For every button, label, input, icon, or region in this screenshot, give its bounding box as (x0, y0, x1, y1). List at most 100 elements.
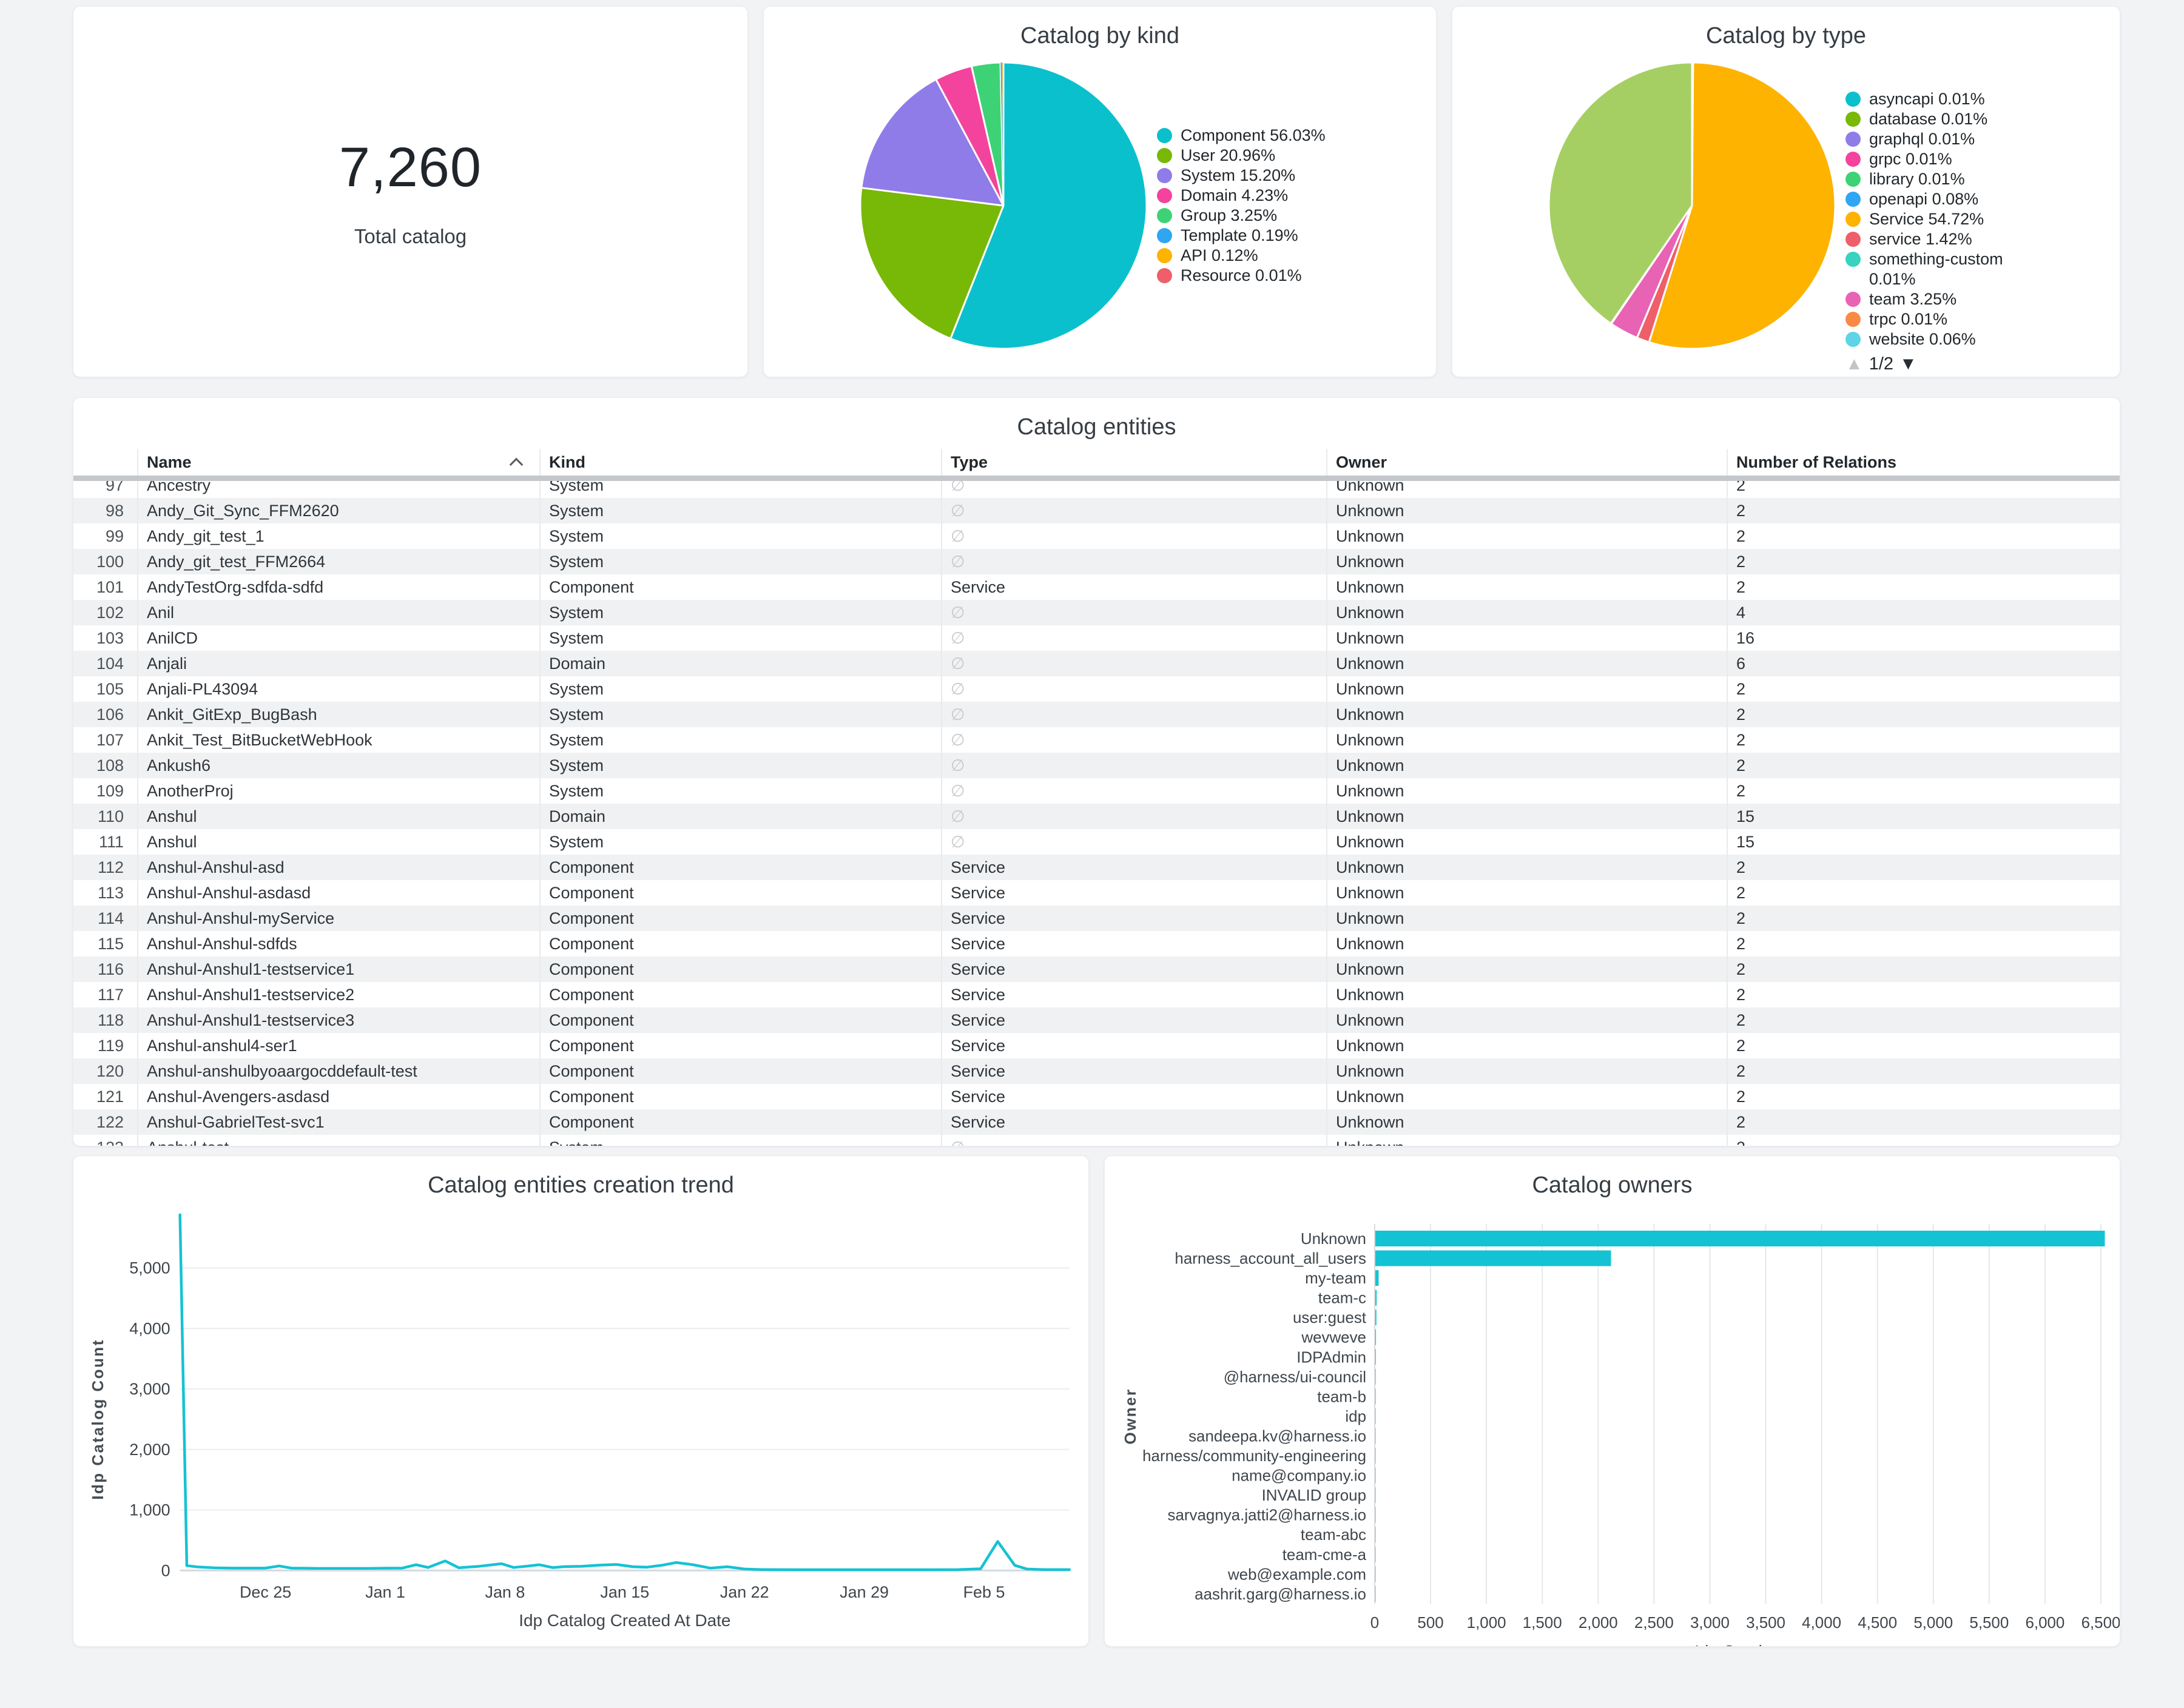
table-cell: 2 (1727, 676, 2120, 702)
table-row[interactable]: 104 Anjali Domain ∅ Unknown 6 (73, 651, 2120, 676)
bar-team-abc[interactable] (1375, 1527, 1376, 1543)
table-row[interactable]: 107 Ankit_Test_BitBucketWebHook System ∅ Unk… (73, 727, 2120, 753)
table-row[interactable]: 119 Anshul-anshul4-ser1 Component Service Un… (73, 1033, 2120, 1058)
table-row[interactable]: 121 Anshul-Avengers-asdasd Component Servic… (73, 1084, 2120, 1109)
table-row[interactable]: 111 Anshul System ∅ Unknown 15 (73, 829, 2120, 855)
table-row[interactable]: 120 Anshul-anshulbyoaargocddefault-test Co… (73, 1058, 2120, 1084)
table-row[interactable]: 101 AndyTestOrg-sdfda-sdfd Component Servic… (73, 574, 2120, 600)
table-cell: Service (941, 880, 1326, 906)
table-cell: Unknown (1326, 1109, 1727, 1135)
table-row[interactable]: 105 Anjali-PL43094 System ∅ Unknown 2 (73, 676, 2120, 702)
table-row[interactable]: 97 Ancestry System ∅ Unknown 2 (73, 481, 2120, 498)
legend-item-database[interactable]: database 0.01% (1845, 109, 2112, 129)
legend-item-API[interactable]: API 0.12% (1157, 246, 1424, 266)
table-cell: Unknown (1326, 931, 1727, 957)
pie-slice-remainder[interactable] (1548, 61, 1693, 324)
table-row[interactable]: 109 AnotherProj System ∅ Unknown 2 (73, 778, 2120, 804)
table-row[interactable]: 113 Anshul-Anshul-asdasd Component Service U… (73, 880, 2120, 906)
legend-page-down-icon[interactable]: ▼ (1899, 354, 1917, 374)
legend-item-team[interactable]: team 3.25% (1845, 289, 2112, 309)
bar-INVALID group[interactable] (1375, 1487, 1376, 1504)
table-row[interactable]: 116 Anshul-Anshul1-testservice1 Component S… (73, 957, 2120, 982)
pie-slice-Component[interactable] (949, 61, 1148, 350)
pie-slice-Service[interactable] (1648, 61, 1836, 350)
table-cell: Andy_Git_Sync_FFM2620 (137, 498, 539, 523)
bar-team-b[interactable] (1375, 1388, 1376, 1405)
bar-category-label: team-b (1317, 1388, 1366, 1405)
legend-item-Component[interactable]: Component 56.03% (1157, 126, 1424, 146)
bar-idp[interactable] (1375, 1408, 1376, 1424)
column-header-relations[interactable]: Number of Relations (1727, 449, 2120, 476)
table-cell: ∅ (941, 829, 1326, 855)
legend-item-System[interactable]: System 15.20% (1157, 166, 1424, 186)
pie-slice-User[interactable] (859, 187, 1005, 340)
legend-item-Template[interactable]: Template 0.19% (1157, 226, 1424, 246)
table-cell: 2 (1727, 523, 2120, 549)
bar-web@example.com[interactable] (1375, 1566, 1376, 1582)
table-cell: Anshul-Anshul1-testservice2 (137, 982, 539, 1007)
legend-item-openapi[interactable]: openapi 0.08% (1845, 189, 2112, 209)
table-row[interactable]: 99 Andy_git_test_1 System ∅ Unknown 2 (73, 523, 2120, 549)
table-row[interactable]: 117 Anshul-Anshul1-testservice2 Component S… (73, 982, 2120, 1007)
bar-IDPAdmin[interactable] (1375, 1349, 1376, 1365)
table-row[interactable]: 110 Anshul Domain ∅ Unknown 15 (73, 804, 2120, 829)
empty-type-icon: ∅ (951, 552, 965, 571)
bar-name@company.io[interactable] (1375, 1467, 1376, 1484)
legend-item-Domain[interactable]: Domain 4.23% (1157, 186, 1424, 206)
legend-item-graphql[interactable]: graphql 0.01% (1845, 129, 2112, 149)
table-row[interactable]: 100 Andy_git_test_FFM2664 System ∅ Unknown 2 (73, 549, 2120, 574)
bar-sandeepa.kv@harness.io[interactable] (1375, 1428, 1376, 1444)
legend-item-something-custom[interactable]: something-custom 0.01% (1845, 249, 2112, 289)
bar-wevweve[interactable] (1375, 1329, 1377, 1345)
x-tick-label: 3,500 (1746, 1615, 1785, 1632)
table-cell: Component (539, 1109, 941, 1135)
bar-team-cme-a[interactable] (1375, 1546, 1376, 1562)
bar-@harness/ui-council[interactable] (1375, 1368, 1376, 1385)
column-header-type[interactable]: Type (941, 449, 1326, 476)
bar-harness_account_all_users[interactable] (1375, 1250, 1611, 1266)
column-header-owner[interactable]: Owner (1326, 449, 1727, 476)
table-cell: 116 (97, 960, 124, 978)
table-row[interactable]: 103 AnilCD System ∅ Unknown 16 (73, 625, 2120, 651)
table-row[interactable]: 98 Andy_Git_Sync_FFM2620 System ∅ Unknown 2 (73, 498, 2120, 523)
table-cell: Service (941, 1109, 1326, 1135)
legend-item-Service[interactable]: Service 54.72% (1845, 209, 2112, 229)
table-row[interactable]: 118 Anshul-Anshul1-testservice3 Component S… (73, 1007, 2120, 1033)
legend-item-Resource[interactable]: Resource 0.01% (1157, 266, 1424, 286)
column-header-name[interactable]: Name (137, 449, 539, 476)
bar-my-team[interactable] (1375, 1270, 1379, 1286)
bar-aashrit.garg@harness.io[interactable] (1375, 1585, 1376, 1602)
table-cell: Andy_git_test_1 (137, 523, 539, 549)
table-row[interactable]: 122 Anshul-GabrielTest-svc1 Component Servi… (73, 1109, 2120, 1135)
bar-Unknown[interactable] (1375, 1231, 2105, 1246)
table-cell: 99 (105, 526, 124, 545)
table-cell: 107 (96, 730, 124, 749)
legend-item-website[interactable]: website 0.06% (1845, 329, 2112, 349)
column-header-kind[interactable]: Kind (539, 449, 941, 476)
legend-item-library[interactable]: library 0.01% (1845, 169, 2112, 189)
legend-item-User[interactable]: User 20.96% (1157, 146, 1424, 166)
pie-slice-System[interactable] (860, 78, 1005, 207)
legend-item-grpc[interactable]: grpc 0.01% (1845, 149, 2112, 169)
table-row[interactable]: 112 Anshul-Anshul-asd Component Service Unkn… (73, 855, 2120, 880)
bar-team-c[interactable] (1375, 1289, 1377, 1306)
table-row[interactable]: 108 Ankush6 System ∅ Unknown 2 (73, 753, 2120, 778)
legend-item-service[interactable]: service 1.42% (1845, 229, 2112, 249)
bar-user:guest[interactable] (1375, 1310, 1377, 1326)
table-row[interactable]: 106 Ankit_GitExp_BugBash System ∅ Unknown 2 (73, 702, 2120, 727)
table-scrollbar[interactable] (73, 476, 2120, 481)
x-tick-label: 500 (1417, 1615, 1443, 1632)
legend-item-Group[interactable]: Group 3.25% (1157, 206, 1424, 226)
table-row[interactable]: 114 Anshul-Anshul-myService Component Servi… (73, 906, 2120, 931)
legend-item-asyncapi[interactable]: asyncapi 0.01% (1845, 89, 2112, 109)
bar-harness/community-engineering[interactable] (1375, 1448, 1376, 1464)
legend-page-up-icon[interactable]: ▲ (1845, 354, 1863, 374)
bar-sarvagnya.jatti2@harness.io[interactable] (1375, 1507, 1376, 1523)
table-cell: 122 (96, 1112, 124, 1131)
legend-item-trpc[interactable]: trpc 0.01% (1845, 309, 2112, 329)
table-row[interactable]: 115 Anshul-Anshul-sdfds Component Service Un… (73, 931, 2120, 957)
table-cell: Unknown (1326, 1058, 1727, 1084)
table-cell: 2 (1727, 855, 2120, 880)
table-row[interactable]: 102 Anil System ∅ Unknown 4 (73, 600, 2120, 625)
